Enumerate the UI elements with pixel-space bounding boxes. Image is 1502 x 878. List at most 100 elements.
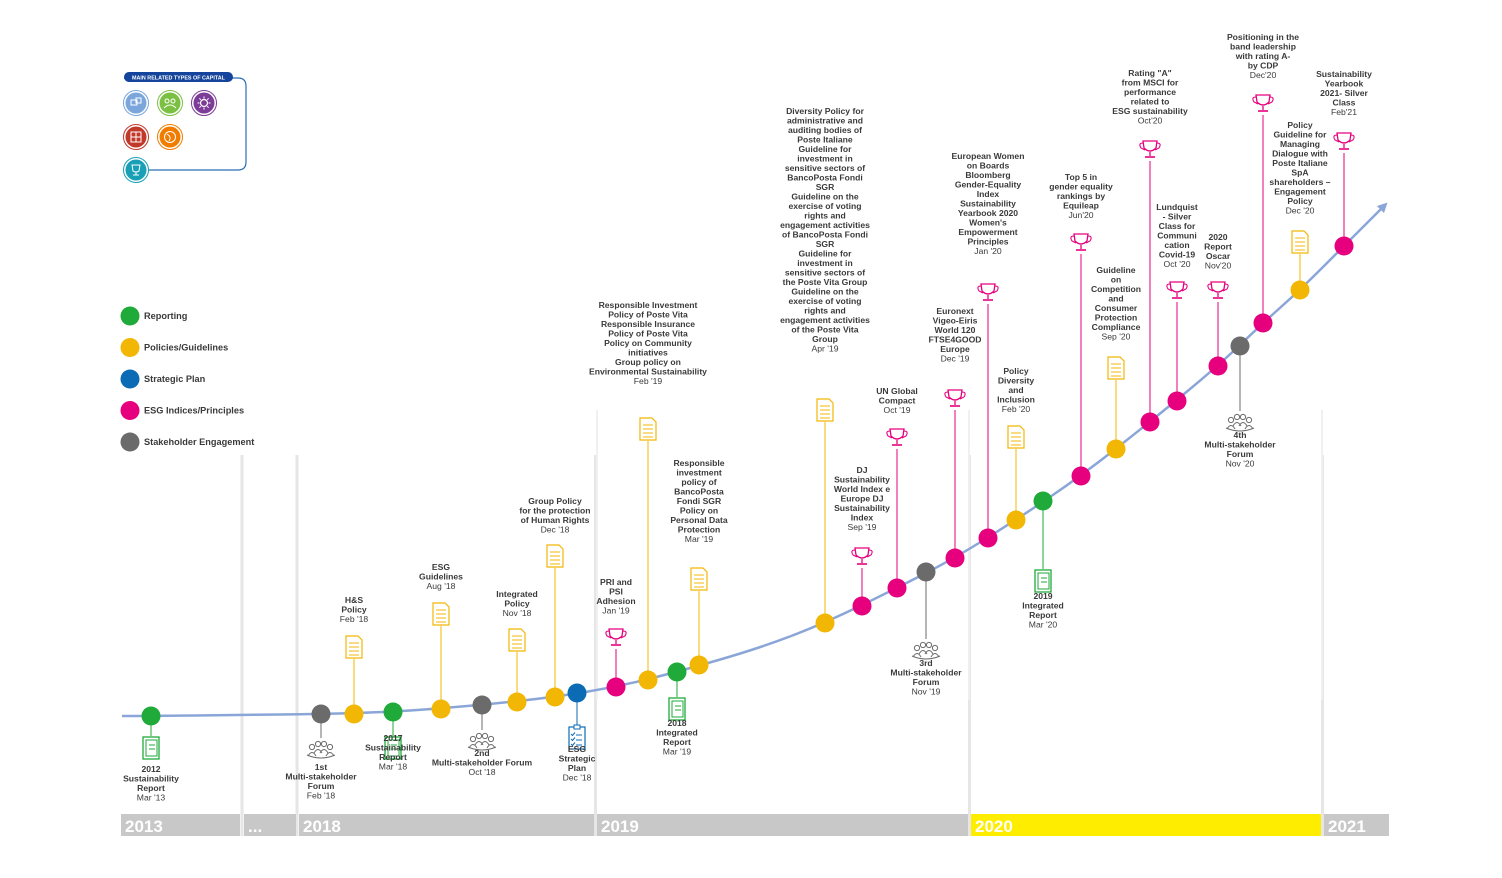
legend-label: Stakeholder Engagement — [144, 437, 254, 447]
year-band-5: 2021 — [1324, 814, 1389, 836]
event-label-line: Engagement — [1274, 187, 1326, 197]
event-date: Aug '18 — [427, 581, 456, 591]
relational-capital-icon — [123, 90, 149, 116]
event-label-line: 2021- Silver — [1320, 88, 1368, 98]
event-label-line: SGR — [816, 239, 835, 249]
year-band-0: 2013 — [121, 814, 240, 836]
year-label: 2013 — [125, 817, 163, 836]
event-date: Jan '19 — [602, 606, 630, 616]
event-label-line: - Silver — [1163, 212, 1192, 222]
event-dot-12 — [689, 655, 709, 675]
event-label-line: Plan — [568, 763, 586, 773]
event-label-line: Yearbook — [1325, 79, 1364, 89]
event-label-line: Policy — [1287, 196, 1313, 206]
event-dot-16 — [916, 562, 936, 582]
event-label-line: 2020 — [1208, 232, 1227, 242]
event-label-line: exercise of voting — [788, 201, 861, 211]
event-label-line: Positioning in the — [1227, 32, 1299, 42]
event-label-line: Equileap — [1063, 201, 1099, 211]
event-date: Apr '19 — [812, 344, 839, 354]
event-label-line: Index — [977, 189, 1000, 199]
event-label-line: Multi-stakeholder — [1204, 440, 1276, 450]
event-label-line: Poste Italiane — [1272, 158, 1328, 168]
event-dot-23 — [1140, 412, 1160, 432]
event-label-line: Compact — [879, 396, 916, 406]
event-dot-8 — [567, 683, 587, 703]
legend: Reporting Policies/Guidelines Strategic Pl… — [120, 306, 254, 452]
event-label-line: BancoPosta — [674, 487, 724, 497]
event-label-line: engagement activities — [780, 220, 870, 230]
event-label-line: FTSE4GOOD — [928, 335, 981, 345]
event-label-line: DJ — [857, 465, 868, 475]
legend-label: ESG Indices/Principles — [144, 406, 244, 416]
event-date: Nov '18 — [503, 608, 532, 618]
event-date: Sep '20 — [1102, 332, 1131, 342]
year-band-1: ... — [244, 814, 296, 836]
event-icons — [142, 94, 1355, 760]
event-label-line: Fondi SGR — [677, 496, 722, 506]
event-label-line: on Boards — [967, 161, 1010, 171]
event-icon-12 — [690, 567, 708, 591]
event-date: Oct '18 — [469, 767, 496, 777]
event-label-line: Report — [379, 752, 407, 762]
event-icon-21 — [1070, 233, 1092, 251]
event-dot-20 — [1033, 491, 1053, 511]
event-label-line: and — [1008, 385, 1023, 395]
event-dot-22 — [1106, 439, 1126, 459]
event-label-line: ESG sustainability — [1112, 106, 1188, 116]
event-label-line: Sustainability — [365, 743, 421, 753]
event-label-line: Report — [663, 737, 691, 747]
event-date: Mar '19 — [663, 747, 692, 757]
event-label-line: from MSCI for — [1122, 78, 1179, 88]
legend-label: Reporting — [144, 311, 187, 321]
event-label-line: Communi — [1157, 231, 1197, 241]
event-label-line: Policy on Community — [604, 338, 692, 348]
event-label-line: Group — [812, 334, 838, 344]
event-icon-2 — [345, 635, 363, 659]
event-label-line: policy of — [681, 477, 716, 487]
event-label-line: Consumer — [1095, 303, 1138, 313]
event-date: Mar '20 — [1029, 620, 1058, 630]
event-label-line: Managing — [1280, 139, 1320, 149]
event-label-line: Euronext — [936, 306, 973, 316]
financial-capital-icon — [123, 157, 149, 183]
event-label-line: Vigeo-Eiris — [933, 316, 978, 326]
event-label-line: sensitive sectors of — [785, 268, 865, 278]
event-label-line: Report — [1029, 610, 1057, 620]
event-label-line: Diversity — [998, 376, 1035, 386]
event-date: Feb '19 — [634, 376, 663, 386]
event-label-line: Dialogue with — [1272, 149, 1328, 159]
event-date: Oct '20 — [1164, 259, 1191, 269]
event-dot-2 — [344, 704, 364, 724]
event-label-line: exercise of voting — [788, 296, 861, 306]
legend-label: Policies/Guidelines — [144, 343, 228, 353]
legend-item-esg: ESG Indices/Principles — [120, 401, 244, 420]
event-date: Mar '18 — [379, 762, 408, 772]
event-dot-13 — [815, 613, 835, 633]
event-icon-22 — [1107, 356, 1125, 380]
event-date: Dec'20 — [1250, 70, 1277, 80]
physical-capital-icon — [123, 124, 149, 150]
event-label-line: Gender-Equality — [955, 180, 1022, 190]
event-label-line: investment in — [797, 154, 852, 164]
legend-dot — [120, 432, 140, 452]
event-icon-17 — [944, 389, 966, 407]
event-label-line: SGR — [816, 182, 835, 192]
event-dot-9 — [606, 677, 626, 697]
event-icon-14 — [851, 547, 873, 565]
event-dot-26 — [1230, 336, 1250, 356]
event-label-line: BancoPosta Fondi — [787, 173, 862, 183]
event-dot-4 — [431, 699, 451, 719]
event-date: Nov '20 — [1226, 459, 1255, 469]
event-label-line: gender equality — [1049, 182, 1113, 192]
event-label-22: GuidelineonCompetitionandConsumerProtect… — [1091, 265, 1141, 342]
event-dot-18 — [978, 528, 998, 548]
event-label-line: Adhesion — [596, 596, 635, 606]
event-date: Dec '18 — [541, 525, 570, 535]
